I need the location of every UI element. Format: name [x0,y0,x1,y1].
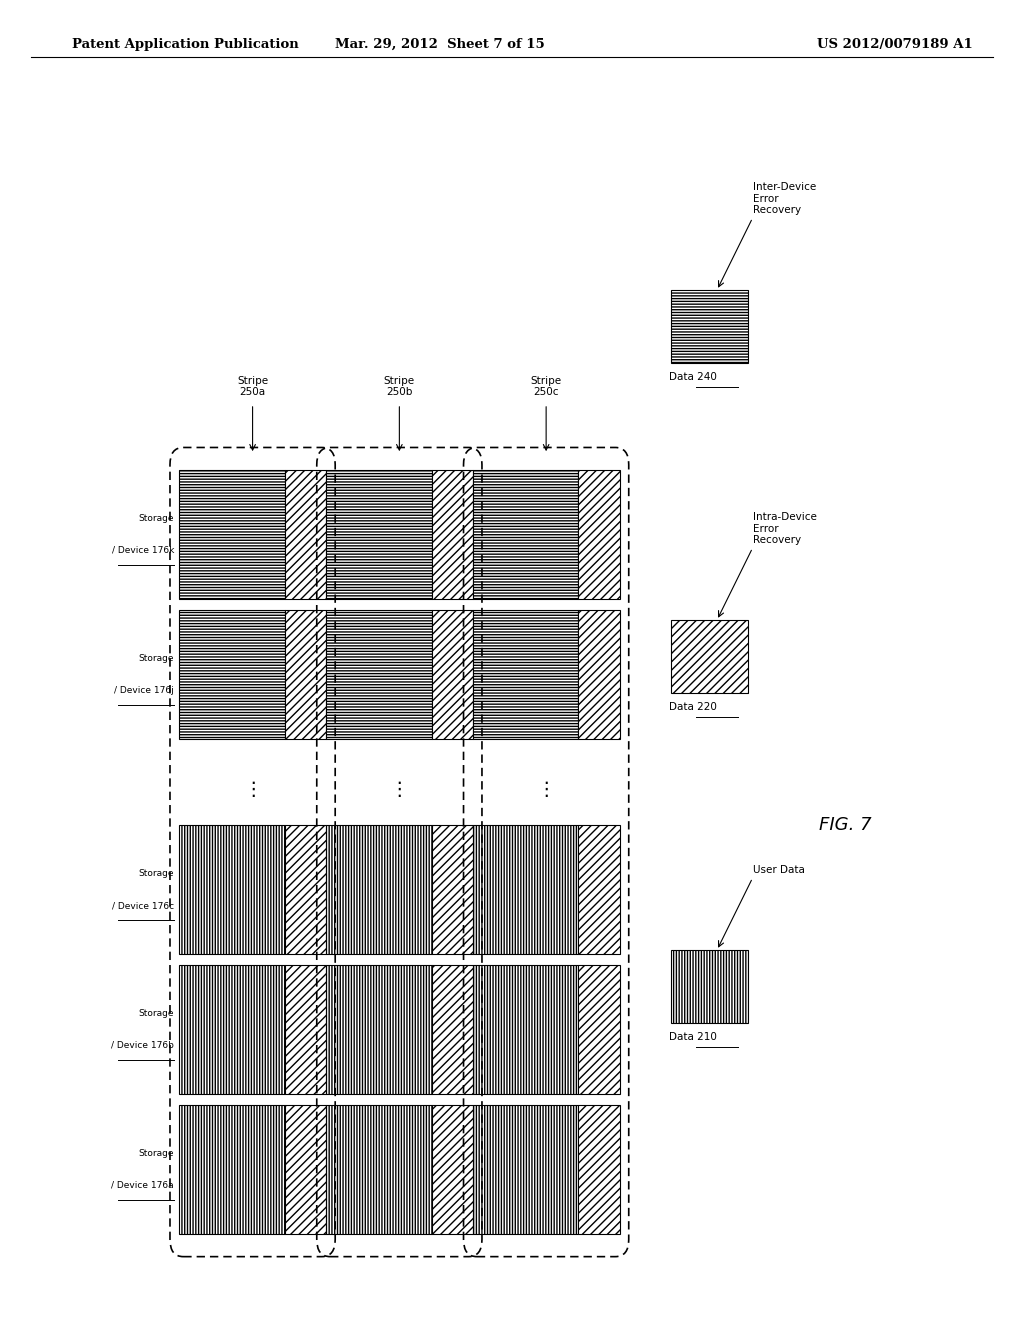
Text: Patent Application Publication: Patent Application Publication [72,38,298,50]
Bar [285,965,326,1094]
Text: Storage: Storage [138,655,174,663]
Bar [432,1105,473,1234]
Text: / Device 176j: / Device 176j [115,686,174,694]
Text: Intra-Device
Error
Recovery: Intra-Device Error Recovery [753,512,816,545]
Bar [579,825,620,954]
Bar [326,610,432,739]
Text: Storage: Storage [138,1150,174,1158]
Bar [179,610,285,739]
Bar [473,825,579,954]
Bar [432,610,473,739]
Bar [579,610,620,739]
Bar [326,470,432,599]
Bar [473,965,579,1094]
Text: Inter-Device
Error
Recovery: Inter-Device Error Recovery [753,182,816,215]
Text: User Data: User Data [753,865,805,875]
Text: / Device 176a: / Device 176a [112,1181,174,1189]
Text: / Device 176b: / Device 176b [112,1041,174,1049]
Text: Stripe
250c: Stripe 250c [530,376,562,397]
Bar [326,965,432,1094]
Bar [326,825,432,954]
Bar [432,965,473,1094]
Text: Data 210: Data 210 [669,1032,717,1043]
Text: Storage: Storage [138,870,174,878]
Text: / Device 176c: / Device 176c [112,902,174,909]
Text: Storage: Storage [138,515,174,523]
Bar [473,1105,579,1234]
Bar [285,610,326,739]
Text: Data 240: Data 240 [669,372,717,383]
Bar [579,1105,620,1234]
Text: Storage: Storage [138,1010,174,1018]
Text: / Device 176k: / Device 176k [112,546,174,554]
Bar [579,470,620,599]
Text: Data 220: Data 220 [669,702,717,713]
Bar [285,1105,326,1234]
Bar [671,950,748,1023]
Text: ⋮: ⋮ [389,780,410,799]
Text: ⋮: ⋮ [537,780,556,799]
Bar [579,965,620,1094]
Bar [473,470,579,599]
Bar [432,825,473,954]
Bar [179,1105,285,1234]
Text: ⋮: ⋮ [243,780,262,799]
Bar [326,1105,432,1234]
Bar [285,470,326,599]
Bar [285,825,326,954]
Text: Stripe
250b: Stripe 250b [384,376,415,397]
Bar [179,965,285,1094]
Bar [671,290,748,363]
Text: Stripe
250a: Stripe 250a [237,376,268,397]
Text: FIG. 7: FIG. 7 [819,816,871,834]
Bar [179,825,285,954]
Bar [473,610,579,739]
Bar [671,620,748,693]
Bar [432,470,473,599]
Text: Mar. 29, 2012  Sheet 7 of 15: Mar. 29, 2012 Sheet 7 of 15 [336,38,545,50]
Bar [179,470,285,599]
Text: US 2012/0079189 A1: US 2012/0079189 A1 [817,38,973,50]
